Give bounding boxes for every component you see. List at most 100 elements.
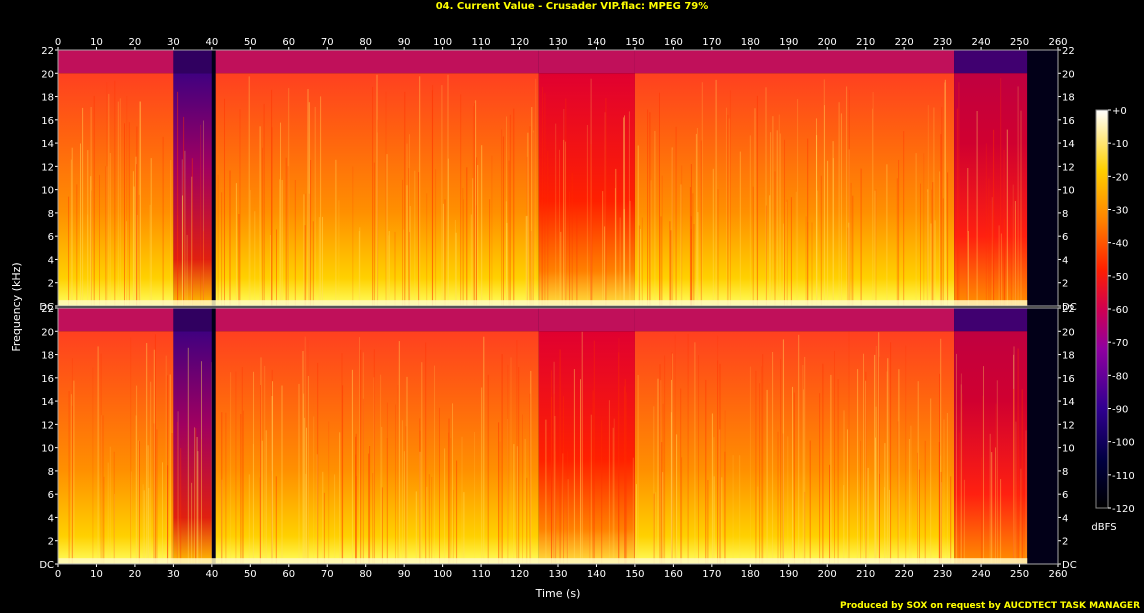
- x-tick-label-top: 10: [90, 37, 103, 48]
- segment-upper-band: [215, 50, 539, 74]
- texture-streak: [938, 442, 940, 564]
- texture-streak: [544, 92, 546, 307]
- texture-streak: [782, 223, 784, 306]
- x-tick-label: 100: [433, 569, 452, 580]
- texture-streak: [553, 393, 555, 564]
- texture-streak: [897, 421, 899, 564]
- x-axis-label: Time (s): [535, 587, 581, 600]
- texture-streak: [604, 112, 606, 306]
- x-tick-label-top: 20: [129, 37, 142, 48]
- texture-streak: [739, 151, 741, 306]
- x-tick-label: 250: [1010, 569, 1029, 580]
- texture-streak: [654, 131, 656, 306]
- texture-streak: [624, 379, 626, 564]
- texture-streak: [279, 179, 281, 306]
- texture-streak: [394, 231, 396, 306]
- texture-streak: [795, 191, 797, 306]
- y-tick-label-right: 18: [1062, 351, 1075, 362]
- texture-streak: [239, 109, 241, 306]
- y-tick-label-right: 12: [1062, 162, 1075, 173]
- texture-streak: [106, 166, 108, 306]
- texture-streak: [137, 440, 139, 564]
- texture-streak: [896, 178, 898, 306]
- texture-streak: [590, 78, 592, 306]
- texture-streak: [586, 125, 588, 306]
- texture-streak: [879, 473, 880, 564]
- x-tick-label: 30: [167, 569, 180, 580]
- texture-streak: [409, 206, 411, 306]
- x-tick-label: 160: [664, 569, 683, 580]
- texture-streak: [958, 82, 960, 306]
- texture-streak: [280, 122, 281, 306]
- texture-streak: [874, 190, 876, 306]
- texture-streak: [454, 220, 456, 306]
- segment-upper-band: [634, 308, 955, 332]
- texture-streak: [1021, 389, 1023, 564]
- texture-streak: [307, 340, 309, 564]
- texture-streak: [203, 231, 204, 306]
- texture-streak: [817, 190, 819, 306]
- segment-energy: [173, 331, 212, 564]
- texture-streak: [489, 199, 491, 306]
- y-tick-label: 18: [41, 351, 54, 362]
- texture-streak: [780, 358, 782, 564]
- texture-streak: [249, 190, 251, 306]
- texture-streak: [890, 342, 892, 564]
- colorbar-tick-label: -50: [1112, 272, 1128, 283]
- texture-streak: [261, 440, 263, 564]
- y-tick-label-right: 20: [1062, 327, 1075, 338]
- texture-streak: [961, 393, 963, 564]
- texture-streak: [466, 167, 468, 306]
- texture-streak: [276, 229, 277, 306]
- x-tick-label: 60: [282, 569, 295, 580]
- y-tick-label-right: 8: [1062, 467, 1068, 478]
- texture-streak: [886, 371, 888, 564]
- texture-streak: [923, 153, 925, 306]
- texture-streak: [263, 103, 265, 307]
- texture-streak: [235, 371, 237, 564]
- texture-streak: [302, 351, 304, 564]
- texture-streak: [563, 139, 565, 306]
- texture-streak: [942, 198, 944, 306]
- texture-streak: [359, 227, 361, 306]
- texture-streak: [613, 418, 615, 564]
- texture-streak: [689, 187, 691, 306]
- texture-streak: [787, 436, 789, 564]
- texture-streak: [639, 228, 641, 306]
- texture-streak: [755, 370, 757, 564]
- texture-streak: [939, 171, 941, 306]
- plot-frame: [57, 307, 1059, 565]
- texture-streak: [355, 433, 357, 564]
- texture-streak: [669, 221, 671, 306]
- texture-streak: [314, 106, 316, 307]
- texture-streak: [135, 156, 137, 306]
- texture-streak: [943, 419, 945, 564]
- y-tick-label: 2: [48, 279, 54, 290]
- texture-streak: [555, 123, 557, 306]
- texture-streak: [632, 457, 634, 564]
- texture-streak: [242, 410, 244, 564]
- y-tick-label: 14: [41, 139, 54, 150]
- texture-streak: [507, 419, 509, 564]
- texture-streak: [501, 354, 503, 564]
- y-tick-label-right: 6: [1062, 490, 1068, 501]
- texture-streak: [724, 451, 726, 564]
- texture-streak: [713, 476, 715, 564]
- texture-streak: [772, 116, 774, 306]
- texture-streak: [360, 349, 362, 564]
- colorbar-tick-label: -60: [1112, 305, 1128, 316]
- texture-streak: [165, 355, 167, 564]
- texture-streak: [139, 101, 141, 306]
- texture-streak: [272, 381, 273, 564]
- texture-streak: [619, 217, 621, 306]
- texture-streak: [732, 455, 734, 564]
- texture-streak: [475, 205, 477, 306]
- texture-streak: [629, 200, 631, 306]
- texture-streak: [1020, 110, 1022, 306]
- texture-streak: [707, 480, 709, 564]
- texture-streak: [553, 361, 555, 564]
- texture-streak: [542, 86, 544, 307]
- y-tick-label: 2: [48, 537, 54, 548]
- texture-streak: [117, 101, 119, 306]
- y-tick-label: 20: [41, 69, 54, 80]
